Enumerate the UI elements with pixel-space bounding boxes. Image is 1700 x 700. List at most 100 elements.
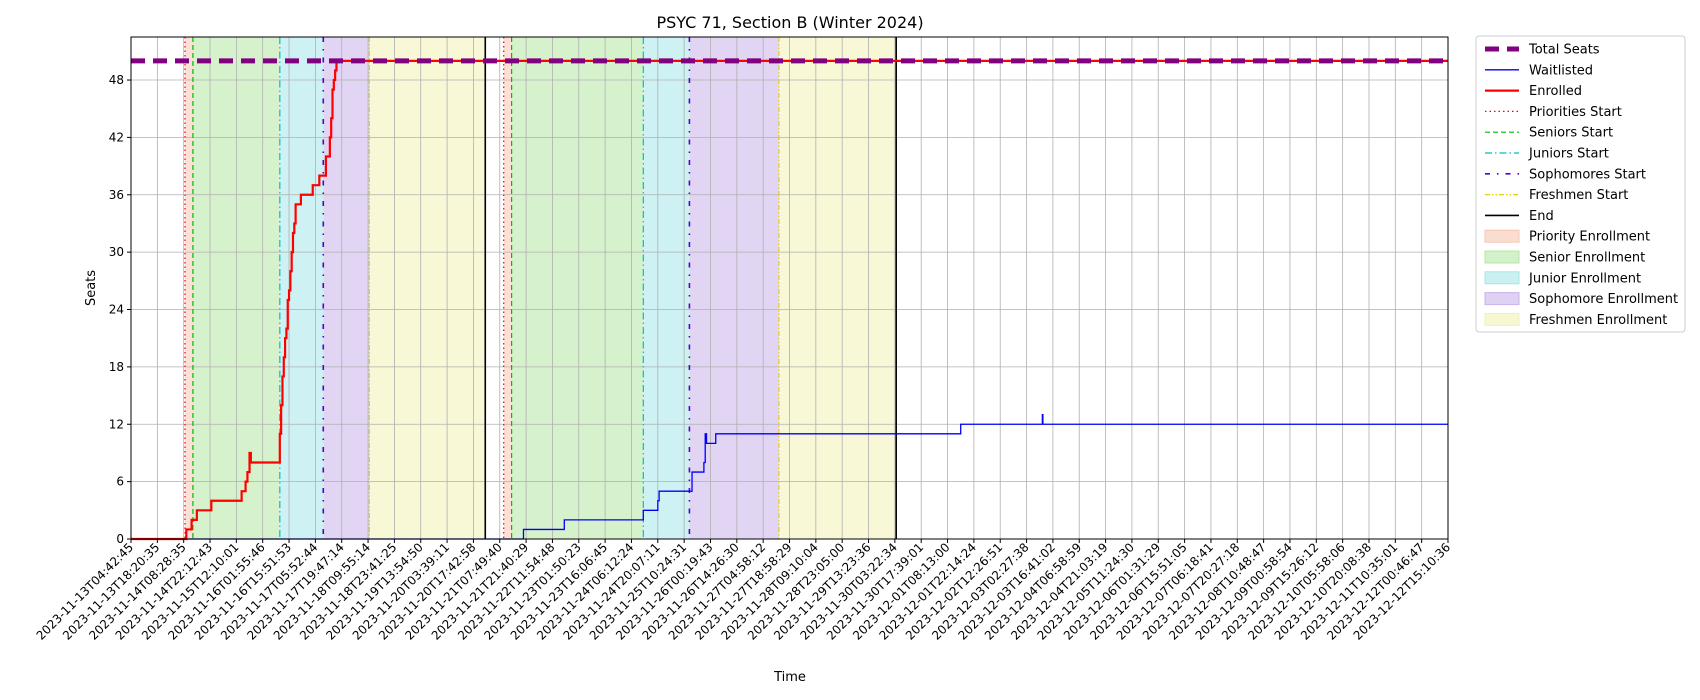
legend-label: Sophomore Enrollment: [1529, 292, 1678, 307]
data-point: [703, 462, 704, 463]
legend-swatch: [1484, 271, 1520, 285]
data-point: [1042, 424, 1043, 425]
period-band: [778, 37, 897, 539]
legend-label: Sophomores Start: [1529, 167, 1646, 182]
data-point: [288, 290, 289, 291]
data-point: [250, 462, 251, 463]
data-point: [643, 510, 644, 511]
data-point: [246, 481, 247, 482]
legend-label: Priorities Start: [1529, 105, 1622, 120]
data-point: [325, 156, 326, 157]
legend-label: Total Seats: [1528, 43, 1600, 58]
data-point: [659, 491, 660, 492]
period-band: [323, 37, 370, 539]
data-point: [714, 443, 715, 444]
y-tick-label: 24: [109, 303, 124, 317]
data-point: [690, 491, 691, 492]
period-band: [511, 37, 644, 539]
legend-frame: [1475, 35, 1686, 333]
legend-label: Junior Enrollment: [1528, 271, 1641, 286]
data-point: [328, 156, 329, 157]
legend-label: Freshmen Start: [1529, 188, 1628, 203]
data-point: [312, 185, 313, 186]
y-tick-label: 48: [109, 73, 124, 87]
data-point: [299, 204, 300, 205]
data-point: [311, 194, 312, 195]
data-point: [656, 510, 657, 511]
data-point: [294, 223, 295, 224]
data-point: [241, 491, 242, 492]
data-point: [209, 510, 210, 511]
data-point: [287, 299, 288, 300]
series-enrolled-line: [131, 59, 1448, 541]
data-point: [960, 424, 961, 425]
data-point: [244, 491, 245, 492]
legend-swatch: [1484, 229, 1520, 243]
legend-swatch: [1484, 250, 1520, 264]
data-point: [248, 471, 249, 472]
chart-title: PSYC 71, Section B (Winter 2024): [656, 13, 923, 32]
legend: Total Seats Waitlisted Enrolled Priorities …: [1475, 35, 1686, 333]
data-point: [691, 471, 692, 472]
data-point: [282, 376, 283, 377]
data-point: [247, 471, 248, 472]
data-point: [331, 118, 332, 119]
data-point: [335, 70, 336, 71]
data-point: [333, 79, 334, 80]
data-point: [705, 433, 706, 434]
period-band: [643, 37, 690, 539]
data-point: [641, 519, 642, 520]
data-point: [324, 175, 325, 176]
data-point: [191, 519, 192, 520]
data-point: [190, 529, 191, 530]
legend-swatch: [1484, 292, 1520, 306]
data-point: [332, 89, 333, 90]
data-point: [278, 462, 279, 463]
data-point: [295, 204, 296, 205]
data-point: [196, 510, 197, 511]
data-point: [317, 185, 318, 186]
data-point: [240, 500, 241, 501]
data-point: [290, 271, 291, 272]
data-point: [195, 519, 196, 520]
period-band: [503, 37, 512, 539]
x-axis-ticks: 2023-11-13T04:42:452023-11-13T18:20:3520…: [34, 539, 1453, 643]
data-point: [329, 137, 330, 138]
data-point: [702, 471, 703, 472]
data-point: [564, 519, 565, 520]
data-point: [1040, 424, 1041, 425]
period-band: [279, 37, 324, 539]
data-point: [292, 232, 293, 233]
y-tick-label: 0: [116, 532, 124, 546]
y-tick-label: 12: [109, 417, 124, 431]
enrollment-period-bands: [184, 37, 897, 539]
legend-label: Priority Enrollment: [1529, 230, 1650, 245]
legend-label: Waitlisted: [1529, 63, 1593, 78]
series-waitlisted-line: [131, 414, 1448, 540]
x-axis-label: Time: [773, 670, 806, 685]
data-point: [279, 433, 280, 434]
data-point: [562, 529, 563, 530]
legend-label: Seniors Start: [1529, 126, 1613, 141]
data-point: [959, 433, 960, 434]
phase-start-lines: [184, 37, 897, 539]
data-point: [283, 357, 284, 358]
legend-label: Freshmen Enrollment: [1529, 313, 1667, 328]
grid-lines: [130, 37, 1449, 540]
data-point: [245, 481, 246, 482]
legend-label: Senior Enrollment: [1529, 251, 1645, 266]
y-tick-label: 6: [116, 475, 124, 489]
data-point: [715, 433, 716, 434]
period-band: [369, 37, 486, 539]
data-point: [1042, 414, 1043, 415]
data-point: [284, 338, 285, 339]
y-tick-label: 42: [109, 130, 124, 144]
data-point: [211, 500, 212, 501]
data-point: [286, 328, 287, 329]
period-band: [689, 37, 779, 539]
data-series: [131, 58, 1448, 541]
y-axis-label: Seats: [84, 270, 99, 306]
y-tick-label: 18: [109, 360, 124, 374]
legend-label: Enrolled: [1529, 84, 1582, 99]
